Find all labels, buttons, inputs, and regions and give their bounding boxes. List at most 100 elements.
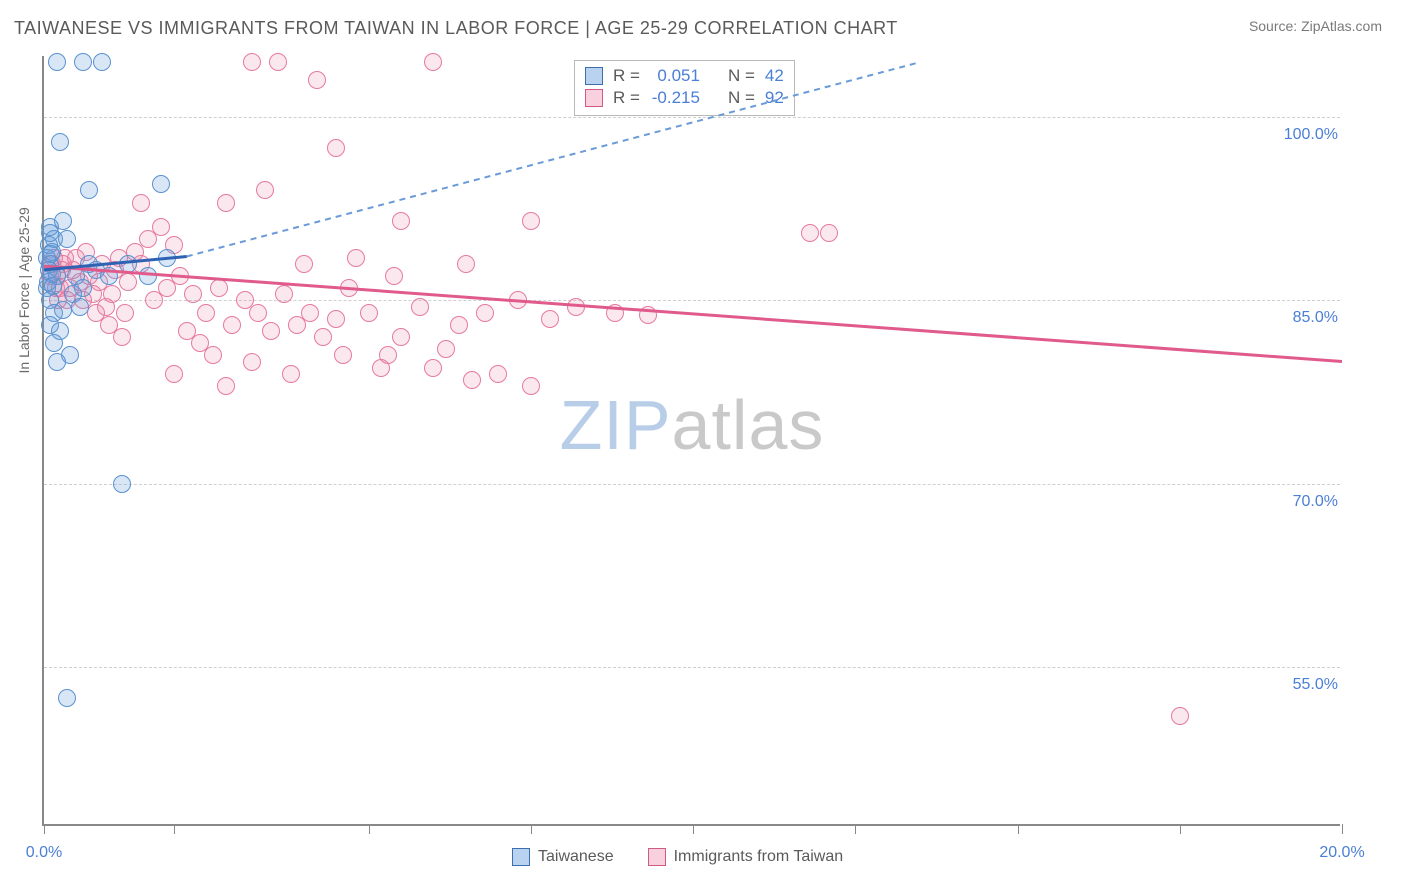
trend-lines xyxy=(44,56,1342,826)
data-point-blue xyxy=(80,181,98,199)
r-value: -0.215 xyxy=(650,88,700,108)
data-point-pink xyxy=(152,218,170,236)
data-point-pink xyxy=(392,328,410,346)
data-point-pink xyxy=(424,359,442,377)
data-point-pink xyxy=(489,365,507,383)
data-point-pink xyxy=(262,322,280,340)
data-point-blue xyxy=(48,53,66,71)
y-tick-label: 70.0% xyxy=(1289,493,1342,511)
y-tick-label: 100.0% xyxy=(1280,126,1342,144)
r-label: R = xyxy=(613,88,640,108)
plot-region: In Labor Force | Age 25-29 ZIPatlas R = … xyxy=(42,56,1340,826)
n-label: N = xyxy=(728,88,755,108)
data-point-pink xyxy=(522,212,540,230)
data-point-pink xyxy=(295,255,313,273)
x-tick xyxy=(1180,824,1181,834)
data-point-pink xyxy=(820,224,838,242)
data-point-pink xyxy=(327,139,345,157)
data-point-pink xyxy=(132,194,150,212)
data-point-pink xyxy=(308,71,326,89)
y-tick-label: 55.0% xyxy=(1289,676,1342,694)
data-point-blue xyxy=(42,245,60,263)
legend-label: Taiwanese xyxy=(538,848,614,866)
data-point-pink xyxy=(450,316,468,334)
data-point-pink xyxy=(457,255,475,273)
data-point-pink xyxy=(463,371,481,389)
data-point-pink xyxy=(184,285,202,303)
stats-row-2: R = -0.215 N = 92 xyxy=(585,87,784,109)
watermark: ZIPatlas xyxy=(560,385,825,465)
data-point-pink xyxy=(360,304,378,322)
x-tick xyxy=(1342,824,1343,834)
data-point-pink xyxy=(509,291,527,309)
data-point-pink xyxy=(801,224,819,242)
data-point-pink xyxy=(197,304,215,322)
x-tick xyxy=(174,824,175,834)
data-point-pink xyxy=(476,304,494,322)
data-point-pink xyxy=(385,267,403,285)
data-point-pink xyxy=(522,377,540,395)
data-point-pink xyxy=(437,340,455,358)
x-tick-label: 0.0% xyxy=(26,844,62,862)
data-point-pink xyxy=(243,353,261,371)
data-point-blue xyxy=(71,298,89,316)
data-point-pink xyxy=(372,359,390,377)
data-point-pink xyxy=(275,285,293,303)
data-point-pink xyxy=(243,53,261,71)
data-point-pink xyxy=(1171,707,1189,725)
data-point-pink xyxy=(327,310,345,328)
data-point-pink xyxy=(411,298,429,316)
data-point-blue xyxy=(48,353,66,371)
data-point-blue xyxy=(158,249,176,267)
data-point-pink xyxy=(256,181,274,199)
y-tick-label: 85.0% xyxy=(1289,309,1342,327)
source-label: Source: ZipAtlas.com xyxy=(1249,18,1382,34)
data-point-pink xyxy=(269,53,287,71)
r-label: R = xyxy=(613,66,640,86)
data-point-pink xyxy=(567,298,585,316)
data-point-blue xyxy=(152,175,170,193)
stats-row-1: R = 0.051 N = 42 xyxy=(585,65,784,87)
x-tick xyxy=(531,824,532,834)
data-point-blue xyxy=(93,53,111,71)
data-point-pink xyxy=(424,53,442,71)
data-point-blue xyxy=(54,212,72,230)
data-point-pink xyxy=(334,346,352,364)
data-point-pink xyxy=(171,267,189,285)
swatch-blue-icon xyxy=(512,848,530,866)
data-point-blue xyxy=(45,334,63,352)
data-point-blue xyxy=(58,230,76,248)
swatch-pink-icon xyxy=(585,89,603,107)
data-point-pink xyxy=(119,273,137,291)
x-tick-label: 20.0% xyxy=(1319,844,1364,862)
gridline xyxy=(44,667,1340,668)
data-point-pink xyxy=(340,279,358,297)
chart-area: In Labor Force | Age 25-29 ZIPatlas R = … xyxy=(42,56,1382,826)
data-point-pink xyxy=(282,365,300,383)
data-point-blue xyxy=(51,133,69,151)
x-tick xyxy=(1018,824,1019,834)
n-value: 92 xyxy=(765,88,784,108)
data-point-pink xyxy=(606,304,624,322)
data-point-pink xyxy=(204,346,222,364)
data-point-pink xyxy=(541,310,559,328)
stats-box: R = 0.051 N = 42 R = -0.215 N = 92 xyxy=(574,60,795,116)
data-point-pink xyxy=(210,279,228,297)
gridline xyxy=(44,484,1340,485)
n-label: N = xyxy=(728,66,755,86)
r-value: 0.051 xyxy=(650,66,700,86)
x-tick xyxy=(44,824,45,834)
data-point-pink xyxy=(249,304,267,322)
data-point-pink xyxy=(392,212,410,230)
data-point-blue xyxy=(74,53,92,71)
data-point-pink xyxy=(217,377,235,395)
swatch-pink-icon xyxy=(648,848,666,866)
data-point-blue xyxy=(44,277,62,295)
data-point-pink xyxy=(217,194,235,212)
data-point-blue xyxy=(113,475,131,493)
gridline xyxy=(44,117,1340,118)
data-point-blue xyxy=(100,267,118,285)
data-point-blue xyxy=(139,267,157,285)
data-point-pink xyxy=(347,249,365,267)
y-axis-title: In Labor Force | Age 25-29 xyxy=(16,207,32,373)
